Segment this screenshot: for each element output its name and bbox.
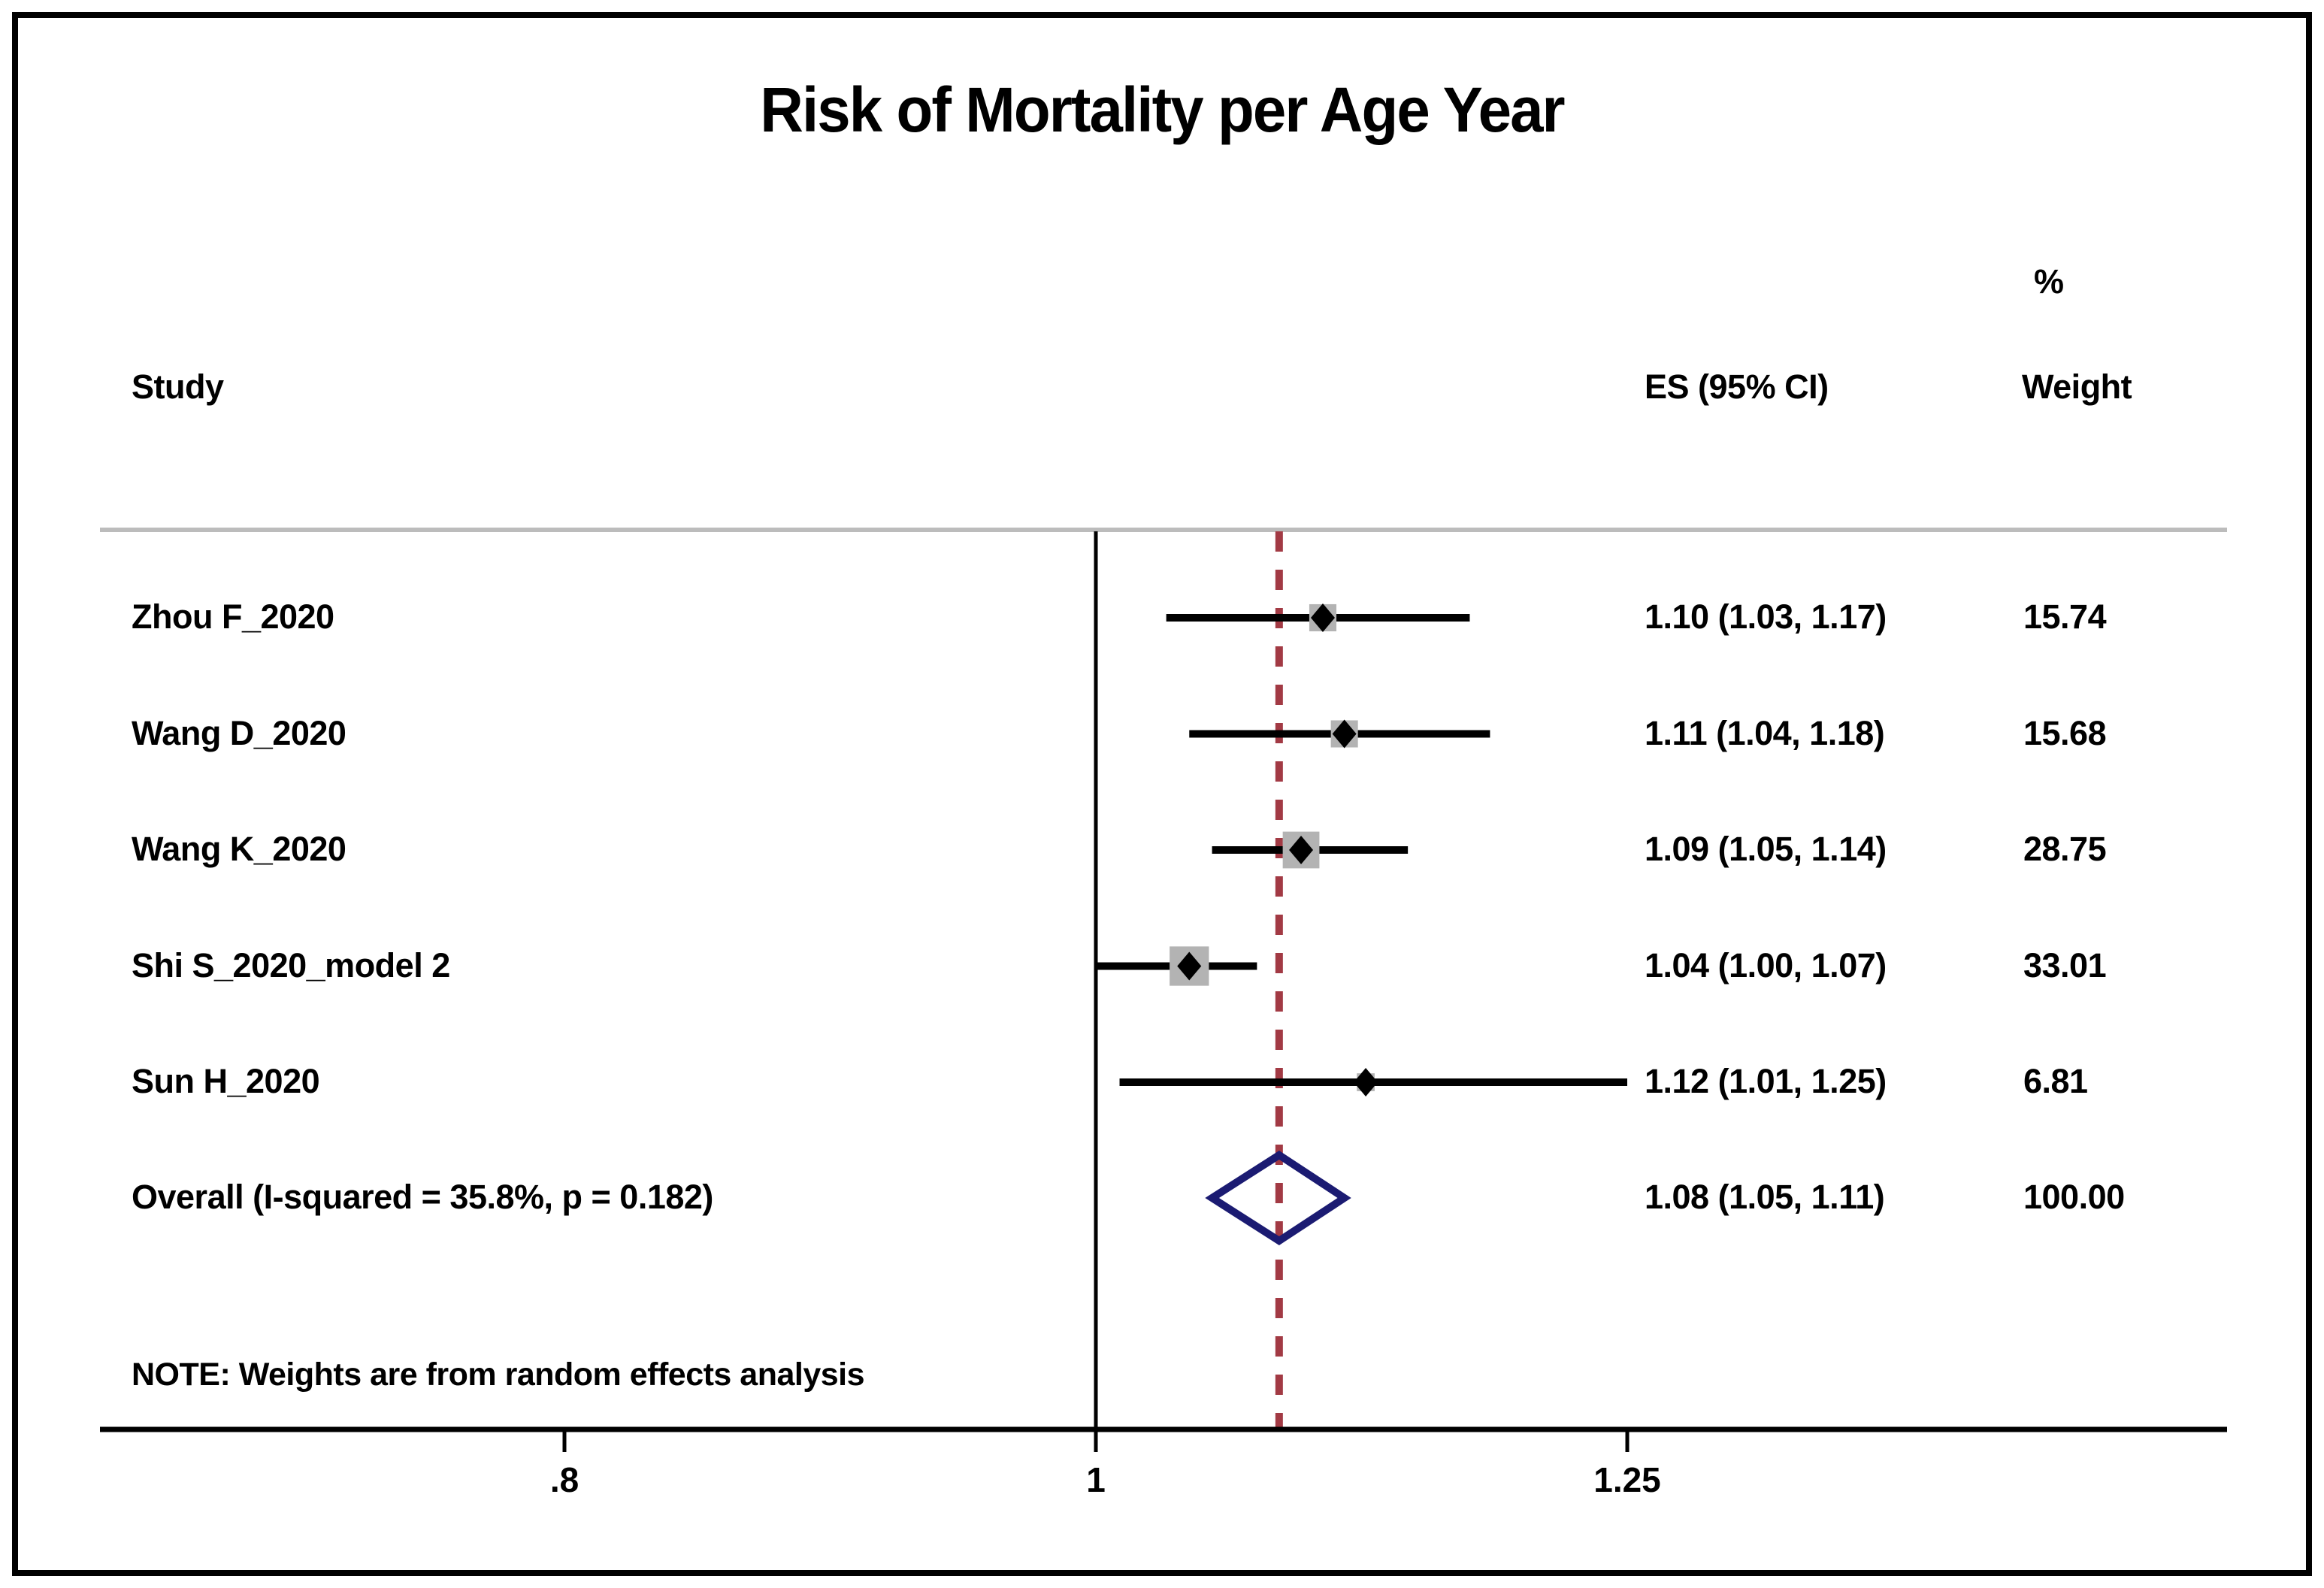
es-ci-value: 1.10 (1.03, 1.17) (1645, 597, 1887, 636)
weight-value: 28.75 (2023, 830, 2107, 868)
overall-es-ci-value: 1.08 (1.05, 1.11) (1645, 1178, 1885, 1216)
overall-diamond (1205, 1151, 1351, 1245)
point-estimate-marker (1354, 1068, 1378, 1096)
study-label: Shi S_2020_model 2 (132, 945, 450, 985)
x-axis-tick-label: 1.25 (1593, 1460, 1661, 1499)
column-header-percent: % (2034, 262, 2064, 301)
es-ci-value: 1.11 (1.04, 1.18) (1645, 713, 1885, 752)
point-estimate-marker (1310, 603, 1335, 632)
point-estimate-marker (1332, 719, 1357, 749)
es-ci-value: 1.04 (1.00, 1.07) (1645, 945, 1887, 985)
study-label: Wang K_2020 (132, 830, 346, 868)
overall-weight-value: 100.00 (2023, 1178, 2125, 1216)
chart-title: Risk of Mortality per Age Year (760, 74, 1565, 145)
column-header-es-ci: ES (95% CI) (1645, 368, 1829, 406)
weight-value: 15.74 (2023, 597, 2107, 636)
weight-value: 33.01 (2023, 945, 2107, 985)
es-ci-value: 1.09 (1.05, 1.14) (1645, 830, 1887, 868)
x-axis-tick-label: .8 (549, 1460, 579, 1499)
study-label: Wang D_2020 (132, 713, 346, 752)
es-ci-value: 1.12 (1.01, 1.25) (1645, 1062, 1887, 1100)
overall-label: Overall (I-squared = 35.8%, p = 0.182) (132, 1178, 713, 1216)
study-label: Zhou F_2020 (132, 597, 334, 636)
weights-note: NOTE: Weights are from random effects an… (132, 1357, 865, 1393)
column-header-study: Study (132, 368, 224, 406)
weight-value: 15.68 (2023, 713, 2107, 752)
study-label: Sun H_2020 (132, 1062, 320, 1100)
column-header-weight: Weight (2022, 368, 2132, 406)
weight-value: 6.81 (2023, 1062, 2088, 1100)
figure-border (12, 12, 2312, 1576)
x-axis-tick-label: 1 (1086, 1460, 1106, 1499)
point-estimate-marker (1177, 951, 1202, 981)
point-estimate-marker (1289, 836, 1314, 864)
